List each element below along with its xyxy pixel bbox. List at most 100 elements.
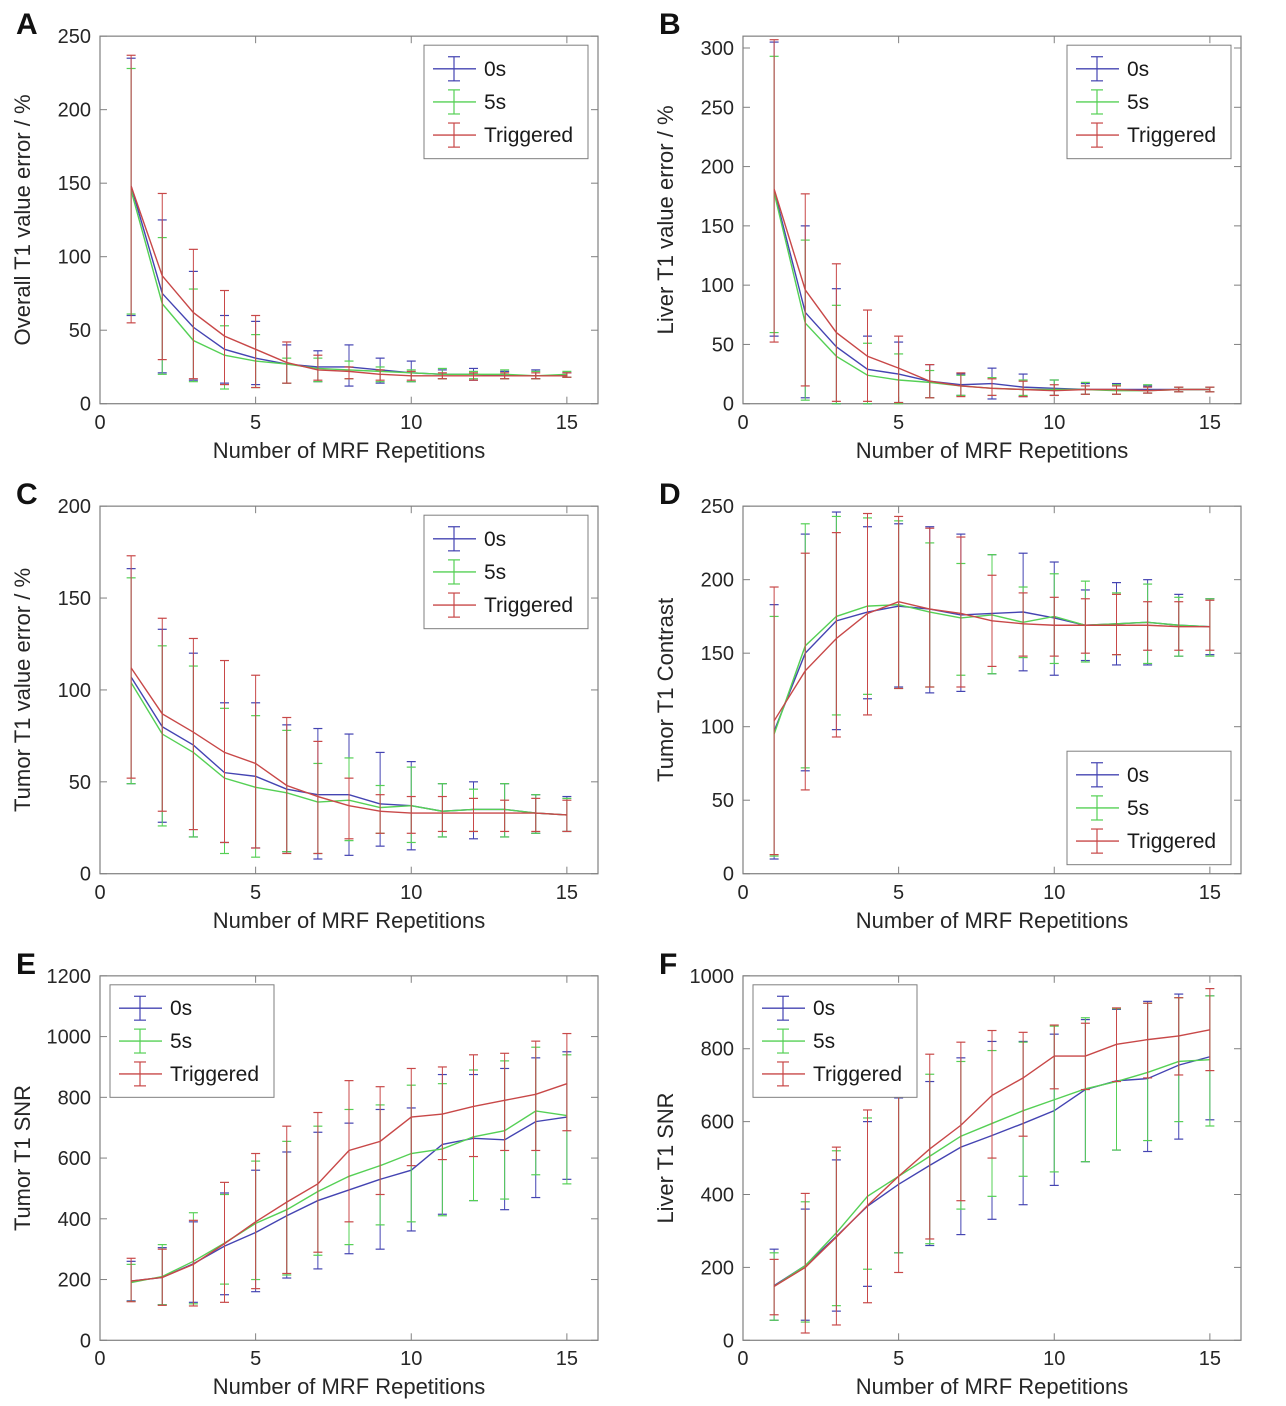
y-tick-label: 100 [58,247,91,269]
legend-label: 5s [813,1030,835,1053]
y-tick-label: 50 [712,334,734,356]
x-axis-label: Number of MRF Repetitions [213,908,485,933]
legend-entry-5s: 5s [119,1028,192,1054]
legend: 0s 5s Triggered [1066,750,1232,866]
x-tick-label: 15 [556,412,578,434]
panel-f-plot: 0 5 10 15 0 200 400 600 800 1000 Number of MRF Rep… [653,966,1242,1399]
legend-entry-triggered: Triggered [1076,122,1216,148]
x-tick-label: 10 [400,412,422,434]
axis-ticks [99,35,598,405]
x-tick-label: 5 [893,1348,904,1370]
legend-entry-0s: 0s [1076,56,1149,82]
legend-entry-5s: 5s [1076,795,1149,821]
legend-entry-0s: 0s [119,995,192,1021]
legend-entry-0s: 0s [762,995,835,1021]
x-tick-label: 15 [556,1348,578,1370]
series-triggered [769,512,1215,856]
legend-label: 5s [484,561,506,584]
y-tick-label: 0 [80,864,91,886]
y-tick-label: 150 [58,588,91,610]
legend-label: 5s [484,91,506,114]
y-tick-label: 1200 [47,966,91,988]
axes [99,35,599,405]
panel-a: A 0 5 10 15 0 50 100 150 200 250 Number of MRF Rep… [0,0,643,470]
axis-ticks [99,505,598,875]
panel-c: C 0 5 10 15 0 50 100 150 200 Number of MRF Repeti… [0,470,643,940]
legend-entry-triggered: Triggered [119,1061,259,1087]
x-tick-label: 15 [1199,1348,1221,1370]
panel-e-plot: 0 5 10 15 0 200 400 600 800 1000 1200 Number of MRF… [10,966,599,1399]
legend-entry-5s: 5s [433,559,506,585]
x-axis-label: Number of MRF Repetitions [856,1374,1128,1399]
y-tick-label: 0 [723,1330,734,1352]
y-tick-label: 400 [701,1185,734,1207]
panel-d: D 0 5 10 15 0 50 100 150 200 250 Number of MRF Rep… [643,470,1286,940]
y-axis-label: Tumor T1 Contrast [653,598,678,782]
y-tick-label: 1000 [47,1027,91,1049]
axes [742,505,1242,875]
y-tick-label: 200 [58,1270,91,1292]
y-tick-label: 50 [712,790,734,812]
y-tick-label: 150 [58,173,91,195]
legend: 0s 5s Triggered [423,514,589,630]
y-tick-label: 150 [701,643,734,665]
x-tick-label: 15 [556,882,578,904]
legend-entry-0s: 0s [433,526,506,552]
x-tick-label: 15 [1199,882,1221,904]
legend-label: Triggered [170,1063,259,1086]
axes [742,975,1242,1341]
x-tick-label: 15 [1199,412,1221,434]
legend-label: 0s [813,997,835,1020]
legend: 0s 5s Triggered [1066,44,1232,160]
panel-a-label: A [16,8,38,41]
legend-entry-5s: 5s [433,89,506,115]
legend-entry-0s: 0s [1076,762,1149,788]
legend-label: 5s [170,1030,192,1053]
y-tick-label: 0 [723,864,734,886]
y-tick-label: 800 [58,1087,91,1109]
panel-c-label: C [16,478,38,511]
x-tick-label: 0 [737,1348,748,1370]
legend-entry-triggered: Triggered [1076,828,1216,854]
x-axis-label: Number of MRF Repetitions [213,438,485,463]
legend-entry-5s: 5s [762,1028,835,1054]
panel-b-label: B [659,8,681,41]
legend-label: 0s [484,528,506,551]
panel-b: B 0 5 10 15 0 50 100 150 200 250 300 Number of MRF … [643,0,1286,470]
y-tick-label: 250 [701,97,734,119]
axis-ticks [742,505,1241,875]
legend: 0s 5s Triggered [752,984,918,1098]
series-triggered [126,555,572,855]
x-tick-label: 10 [1043,1348,1065,1370]
y-tick-label: 100 [58,680,91,702]
legend-label: Triggered [484,124,573,147]
panel-d-label: D [659,478,681,511]
y-tick-label: 100 [701,717,734,739]
y-axis-label: Liver T1 SNR [653,1093,678,1224]
y-tick-label: 150 [701,216,734,238]
x-tick-label: 5 [893,412,904,434]
series-triggered [126,1032,572,1307]
x-tick-label: 0 [94,882,105,904]
y-axis-label: Tumor T1 SNR [10,1085,35,1231]
legend-label: 5s [1127,91,1149,114]
x-tick-label: 10 [1043,882,1065,904]
y-tick-label: 250 [701,496,734,518]
y-tick-label: 800 [701,1039,734,1061]
y-axis-label: Tumor T1 value error / % [10,568,35,812]
legend-label: 0s [1127,764,1149,787]
y-tick-label: 200 [701,570,734,592]
axis-ticks [742,975,1241,1341]
legend-label: 0s [170,997,192,1020]
legend-entry-triggered: Triggered [433,592,573,618]
panel-f-label: F [659,948,678,981]
x-tick-label: 0 [94,1348,105,1370]
panel-f: F 0 5 10 15 0 200 400 600 800 1000 Number of MRF R… [643,940,1286,1406]
y-tick-label: 200 [58,496,91,518]
legend-label: 0s [1127,58,1149,81]
y-tick-label: 400 [58,1209,91,1231]
